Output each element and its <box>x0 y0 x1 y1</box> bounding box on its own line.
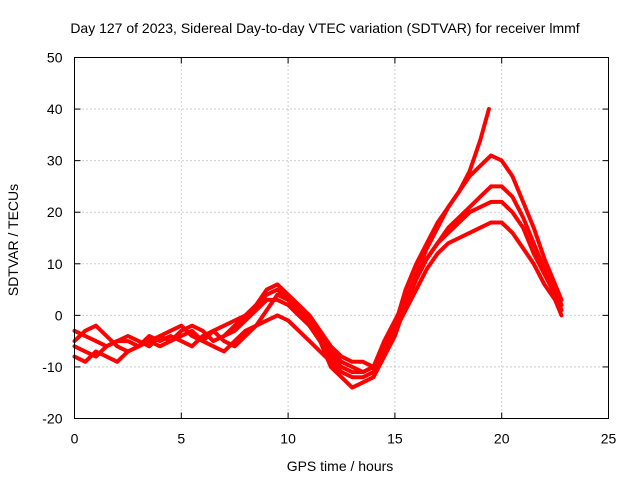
x-tick-label: 5 <box>177 431 185 447</box>
chart-title: Day 127 of 2023, Sidereal Day-to-day VTE… <box>70 20 579 36</box>
y-tick-label: -20 <box>42 411 62 427</box>
y-tick-label: 20 <box>47 204 63 220</box>
x-tick-label: 25 <box>601 431 617 447</box>
series-line-day-3 <box>72 199 564 375</box>
x-tick-label: 10 <box>280 431 296 447</box>
axis-ticks: 0 5 10 15 20 25 -20 -10 0 10 20 30 40 50 <box>42 50 616 447</box>
series-layer <box>72 107 564 390</box>
x-tick-label: 0 <box>71 431 79 447</box>
x-tick-label: 15 <box>387 431 403 447</box>
y-tick-label: 10 <box>47 256 63 272</box>
series-line-day-4 <box>72 220 564 380</box>
y-tick-label: 40 <box>47 101 63 117</box>
y-axis-label: SDTVAR / TECUs <box>5 184 21 296</box>
y-tick-label: 0 <box>55 307 63 323</box>
y-tick-label: 50 <box>47 50 63 66</box>
plot-frame <box>74 57 609 419</box>
series-line-day-5 <box>222 107 491 390</box>
y-tick-label: -10 <box>42 359 62 375</box>
y-tick-label: 30 <box>47 153 63 169</box>
x-axis-label: GPS time / hours <box>287 458 394 474</box>
x-tick-label: 20 <box>494 431 510 447</box>
